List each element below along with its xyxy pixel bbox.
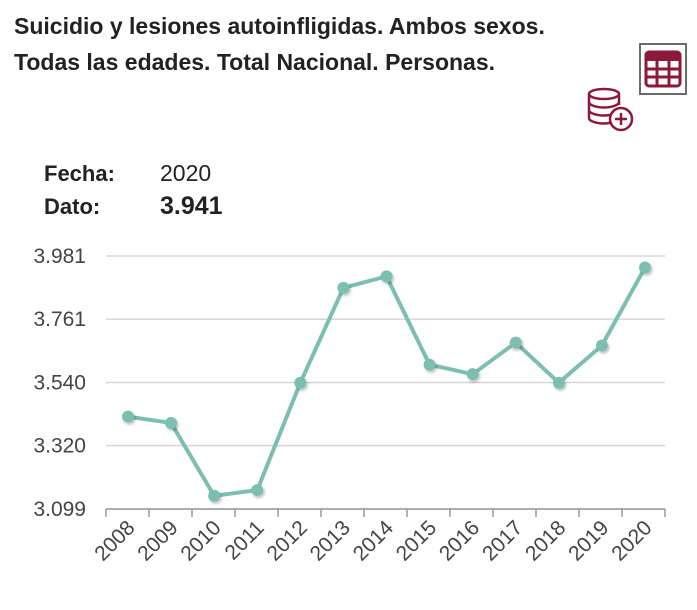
- data-label: Dato:: [44, 194, 101, 219]
- data-point-2020[interactable]: [639, 261, 651, 274]
- x-tick-label: 2020: [607, 516, 656, 565]
- data-point-2010[interactable]: [208, 489, 221, 502]
- data-point-2013[interactable]: [337, 281, 350, 294]
- data-point-2018[interactable]: [552, 376, 565, 389]
- table-icon: [644, 50, 682, 88]
- y-tick-label: 3.099: [33, 498, 86, 521]
- data-point-2015[interactable]: [423, 358, 436, 371]
- date-row: Fecha: 2020: [44, 157, 223, 190]
- y-tick-label: 3.981: [33, 245, 86, 268]
- data-point-2016[interactable]: [466, 368, 479, 381]
- data-point-2011[interactable]: [251, 484, 264, 497]
- data-point-2012[interactable]: [294, 376, 307, 389]
- date-label: Fecha:: [44, 161, 115, 186]
- y-axis-tick-labels: 3.099 3.320 3.540 3.761 3.981: [33, 245, 86, 521]
- x-axis-tick-labels: 2008200920102011201220132014201520162017…: [90, 516, 656, 566]
- x-tick-label: 2015: [392, 516, 441, 565]
- data-point-2019[interactable]: [595, 339, 608, 352]
- chart-title-line-2: Todas las edades. Total Nacional. Person…: [14, 49, 496, 75]
- data-row: Dato: 3.941: [44, 190, 223, 223]
- data-point-2008[interactable]: [122, 410, 134, 423]
- x-tick-label: 2019: [564, 516, 613, 565]
- x-tick-label: 2017: [478, 516, 527, 565]
- x-tick-label: 2009: [133, 516, 182, 565]
- data-point-2009[interactable]: [165, 416, 178, 429]
- data-point-2014[interactable]: [380, 270, 393, 283]
- series-points: [122, 261, 651, 502]
- x-tick-label: 2016: [435, 516, 484, 565]
- grid-lines: [105, 255, 666, 517]
- x-tick-label: 2011: [221, 516, 269, 564]
- x-tick-label: 2010: [176, 516, 225, 565]
- y-tick-label: 3.320: [33, 435, 86, 458]
- x-tick-label: 2012: [263, 516, 312, 565]
- database-add-icon: [587, 87, 634, 132]
- data-value: 3.941: [160, 192, 223, 220]
- series-line: [126, 265, 647, 498]
- database-add-button[interactable]: [584, 85, 636, 135]
- x-tick-label: 2008: [90, 516, 139, 565]
- data-point-2017[interactable]: [509, 336, 522, 349]
- x-tick-label: 2014: [349, 516, 399, 566]
- date-value: 2020: [160, 160, 212, 186]
- series-path: [126, 265, 647, 498]
- data-tooltip: Fecha: 2020 Dato: 3.941: [44, 157, 223, 223]
- x-tick-label: 2018: [521, 516, 570, 565]
- y-tick-label: 3.540: [33, 372, 86, 395]
- table-view-button[interactable]: [639, 43, 687, 95]
- chart-title: Suicidio y lesiones autoinfligidas. Ambo…: [14, 8, 684, 80]
- chart-title-line-1: Suicidio y lesiones autoinfligidas. Ambo…: [14, 13, 545, 39]
- x-tick-label: 2013: [306, 516, 355, 565]
- y-tick-label: 3.761: [33, 308, 86, 331]
